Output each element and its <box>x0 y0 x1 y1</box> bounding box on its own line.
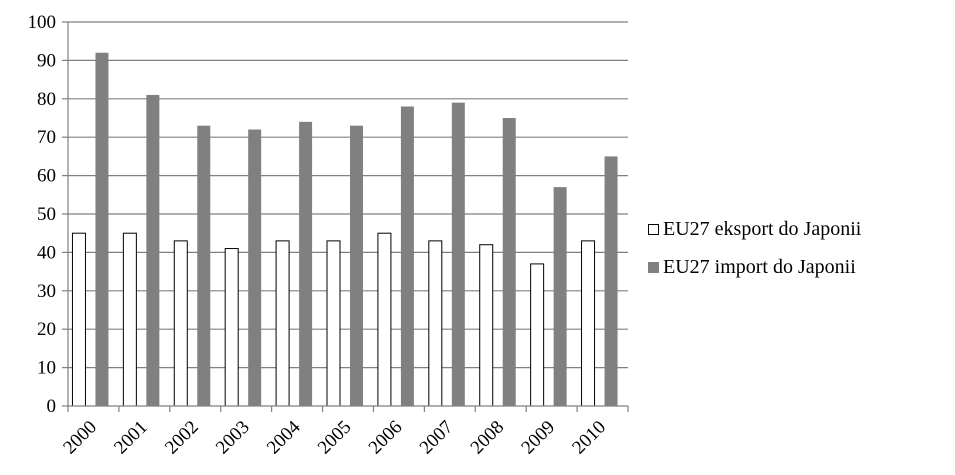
x-tick-label: 2004 <box>263 416 305 458</box>
legend: EU27 eksport do Japonii EU27 import do J… <box>648 210 861 286</box>
legend-label-import: EU27 import do Japonii <box>663 255 856 278</box>
bar-export <box>122 232 137 407</box>
bar-import <box>197 125 211 407</box>
bar-import <box>95 52 109 406</box>
bar-import <box>451 102 465 406</box>
y-tick-label: 40 <box>37 242 56 263</box>
bar-export <box>428 240 443 407</box>
bar-export <box>581 240 596 407</box>
y-tick-label: 100 <box>28 12 57 33</box>
gridlines <box>68 21 628 369</box>
y-tick-label: 80 <box>37 89 56 110</box>
x-tick-label: 2003 <box>212 417 254 459</box>
bar-export <box>224 248 239 407</box>
bar-import <box>299 121 313 406</box>
x-axis-ticks: 2000 2001 2002 2003 2004 2005 2006 2007 2008 2009… <box>59 416 610 458</box>
axes <box>67 22 629 412</box>
bar-import <box>248 129 262 406</box>
legend-item-export: EU27 eksport do Japonii <box>648 210 861 248</box>
y-tick-label: 90 <box>37 50 56 71</box>
legend-item-import: EU27 import do Japonii <box>648 248 861 286</box>
legend-swatch-import <box>648 261 659 273</box>
x-tick-label: 2006 <box>365 417 407 459</box>
y-tick-label: 50 <box>37 204 56 225</box>
x-tick-label: 2002 <box>161 417 203 459</box>
bar-import <box>553 187 567 406</box>
x-tick-label: 2000 <box>59 417 101 459</box>
y-tick-label: 60 <box>37 166 56 187</box>
x-tick-label: 2009 <box>517 417 559 459</box>
bars <box>71 52 618 407</box>
x-tick-label: 2007 <box>416 417 458 459</box>
y-axis-ticks: 0 10 20 30 40 50 60 70 80 90 100 <box>28 12 68 417</box>
bar-import <box>146 94 160 407</box>
x-tick-label: 2008 <box>467 417 509 459</box>
bar-export <box>530 263 545 407</box>
x-tick-label: 2005 <box>314 417 356 459</box>
y-tick-label: 30 <box>37 281 56 302</box>
bar-export <box>377 232 392 407</box>
y-tick-label: 0 <box>47 396 57 417</box>
legend-label-export: EU27 eksport do Japonii <box>663 217 862 240</box>
bar-import <box>350 125 363 407</box>
y-tick-label: 20 <box>37 319 56 340</box>
legend-swatch-export <box>648 223 659 235</box>
bar-export <box>275 240 290 407</box>
bar-export <box>71 232 86 407</box>
bar-import <box>400 106 414 406</box>
x-tick-label: 2001 <box>110 417 152 459</box>
bar-export <box>173 240 188 407</box>
bar-export <box>326 240 341 407</box>
bar-import <box>604 156 618 406</box>
bar-export <box>479 244 494 407</box>
y-tick-label: 10 <box>37 358 56 379</box>
x-tick-label: 2010 <box>568 417 610 459</box>
y-tick-label: 70 <box>37 127 56 148</box>
bar-import <box>502 118 516 406</box>
